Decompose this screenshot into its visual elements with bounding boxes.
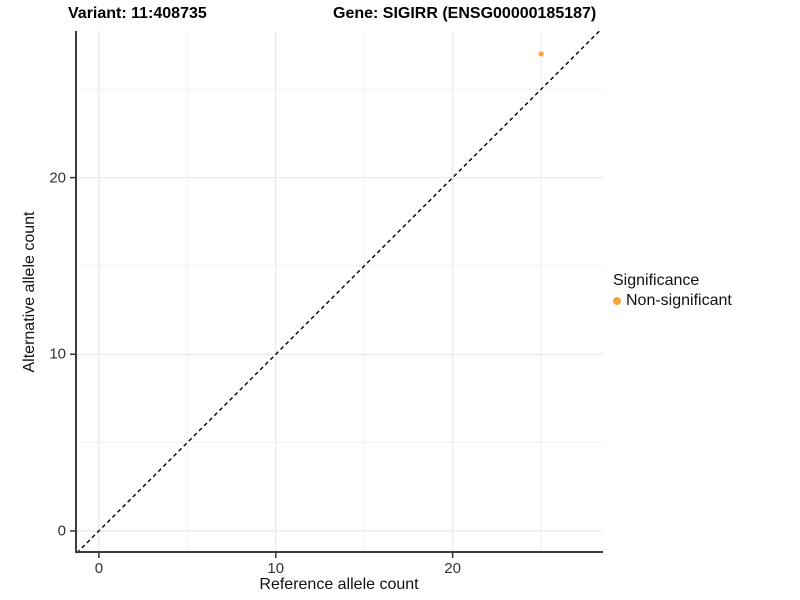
legend-title: Significance	[613, 272, 700, 289]
identity-dashed-line	[76, 30, 600, 554]
legend-key-dot-icon	[613, 297, 621, 305]
legend-items: Non-significant	[613, 292, 732, 310]
y-axis-title: Alternative allele count	[21, 211, 38, 373]
x-tick-label: 10	[267, 560, 285, 577]
plot-title-variant: Variant: 11:408735	[68, 5, 207, 22]
y-tick-label: 20	[49, 169, 66, 187]
plot-panel	[70, 30, 603, 558]
x-tick-label: 20	[444, 560, 461, 577]
legend-item: Non-significant	[613, 292, 732, 310]
plot-title-gene: Gene: SIGIRR (ENSG00000185187)	[333, 5, 597, 22]
data-point	[538, 51, 544, 57]
x-axis-title: Reference allele count	[259, 576, 419, 593]
y-tick-label: 10	[49, 345, 66, 363]
x-tick-label: 0	[94, 560, 104, 577]
legend-item-label: Non-significant	[626, 292, 732, 309]
y-tick-label: 0	[57, 522, 66, 540]
legend: Significance Non-significant	[613, 272, 732, 310]
